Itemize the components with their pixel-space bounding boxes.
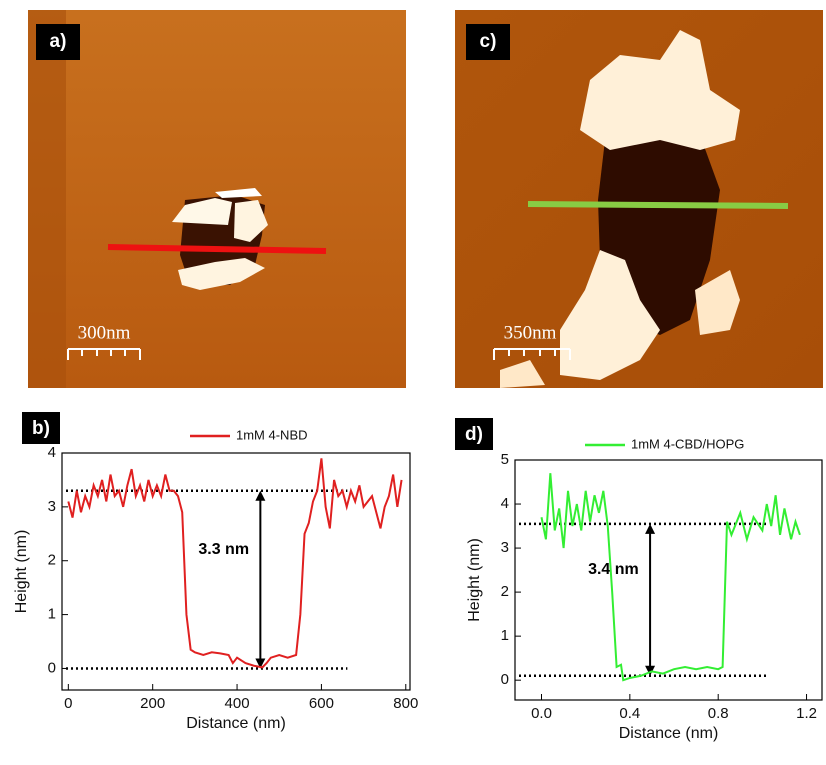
x-axis-title: Distance (nm) bbox=[619, 725, 719, 742]
figure: a) 300nm c) 350nm b) 0 200 400 600 800 0 1 2 3 4 Di… bbox=[0, 0, 826, 760]
y-tick-label: 3 bbox=[48, 498, 56, 515]
y-tick-label: 4 bbox=[501, 495, 509, 512]
x-tick-label: 0.0 bbox=[531, 705, 552, 722]
x-tick-label: 0.4 bbox=[619, 705, 640, 722]
y-tick-label: 0 bbox=[501, 671, 509, 688]
y-tick-label: 4 bbox=[48, 444, 56, 461]
y-tick-label: 0 bbox=[48, 659, 56, 676]
y-tick-label: 2 bbox=[48, 552, 56, 569]
panel-label: c) bbox=[480, 31, 497, 52]
y-axis-title: Height (nm) bbox=[466, 538, 483, 622]
y-tick-label: 5 bbox=[501, 451, 509, 468]
y-axis-title: Height (nm) bbox=[13, 530, 30, 614]
x-tick-label: 600 bbox=[309, 695, 334, 712]
legend-label: 1mM 4-CBD/HOPG bbox=[631, 436, 744, 451]
panel-label: b) bbox=[32, 418, 50, 439]
x-tick-label: 1.2 bbox=[796, 705, 817, 722]
x-tick-label: 0.8 bbox=[708, 705, 729, 722]
scale-bar-label: 350nm bbox=[504, 322, 557, 343]
y-tick-label: 1 bbox=[48, 606, 56, 623]
legend-label: 1mM 4-NBD bbox=[236, 427, 308, 442]
y-tick-label: 3 bbox=[501, 539, 509, 556]
x-tick-label: 800 bbox=[393, 695, 418, 712]
x-axis-title: Distance (nm) bbox=[186, 715, 286, 732]
panel-label: d) bbox=[465, 424, 483, 445]
scale-bar-label: 300nm bbox=[78, 322, 131, 343]
data-line bbox=[542, 473, 800, 680]
y-tick-label: 2 bbox=[501, 583, 509, 600]
panel-label: a) bbox=[50, 31, 67, 52]
annotation: 3.3 nm bbox=[198, 541, 249, 558]
y-tick-label: 1 bbox=[501, 627, 509, 644]
x-tick-label: 0 bbox=[64, 695, 72, 712]
data-line bbox=[68, 458, 401, 667]
x-tick-label: 200 bbox=[140, 695, 165, 712]
x-tick-label: 400 bbox=[225, 695, 250, 712]
annotation: 3.4 nm bbox=[588, 561, 639, 578]
